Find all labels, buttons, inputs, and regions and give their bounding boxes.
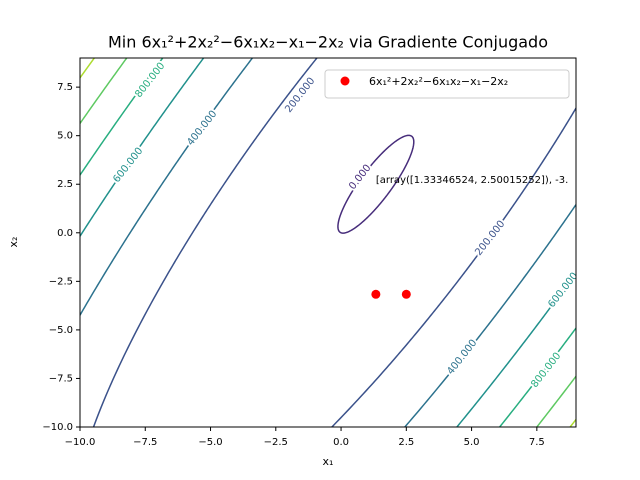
- x-axis-label: x₁: [323, 455, 334, 468]
- chart-title: Min 6x₁²+2x₂²−6x₁x₂−x₁−2x₂ via Gradiente…: [108, 33, 548, 52]
- y-tick-label: −5.0: [49, 325, 73, 336]
- legend-label: 6x₁²+2x₂²−6x₁x₂−x₁−2x₂: [369, 75, 508, 88]
- x-tick-label: 7.5: [529, 437, 545, 448]
- y-tick-label: −7.5: [49, 373, 73, 384]
- y-axis-label: x₂: [7, 237, 20, 248]
- x-tick-label: −10.0: [65, 437, 96, 448]
- contour-line: [92, 58, 576, 427]
- y-tick-label: −10.0: [42, 422, 73, 433]
- x-tick-label: −7.5: [133, 437, 157, 448]
- y-tick-label: 0.0: [57, 228, 73, 239]
- axes-frame: [79, 57, 577, 428]
- scatter-point: [401, 289, 411, 299]
- x-tick-label: 0.0: [333, 437, 349, 448]
- y-tick-label: 2.5: [57, 179, 73, 190]
- y-tick-label: −2.5: [49, 276, 73, 287]
- y-tick-label: 7.5: [57, 82, 73, 93]
- x-tick-label: −2.5: [264, 437, 288, 448]
- x-tick-label: 5.0: [464, 437, 480, 448]
- scatter-point: [371, 289, 381, 299]
- legend-marker: [340, 76, 350, 86]
- contour-line: [337, 134, 415, 234]
- overlay: [array([1.33346524, 2.50015252]), -3. 6x₁…: [79, 57, 577, 428]
- x-tick-label: 2.5: [398, 437, 414, 448]
- y-tick-label: 5.0: [57, 131, 73, 142]
- annotation: [array([1.33346524, 2.50015252]), -3.: [376, 175, 568, 186]
- x-tick-label: −5.0: [198, 437, 222, 448]
- legend-box: [324, 69, 570, 99]
